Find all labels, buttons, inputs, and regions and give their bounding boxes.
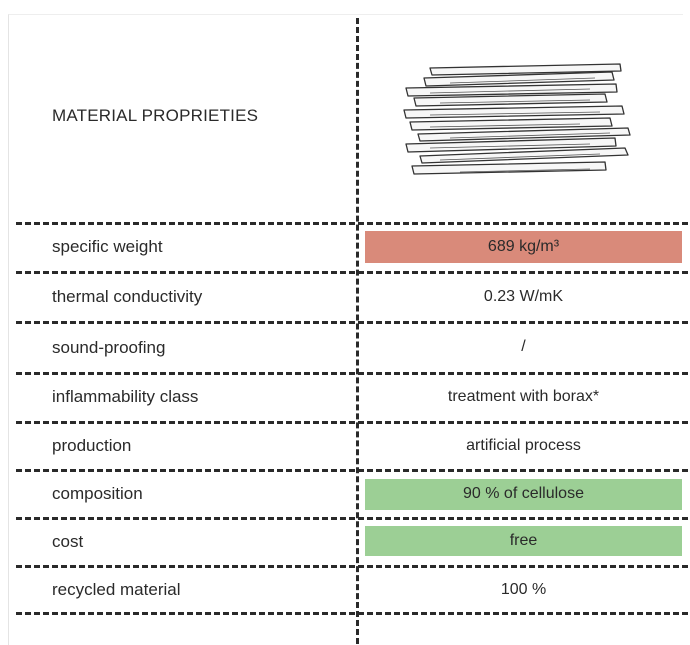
header-title: MATERIAL PROPRIETIES [52,106,259,125]
row-divider [16,517,688,520]
row-value-specific-weight: 689 kg/m³ [487,238,560,255]
row-label-inflammability-class: inflammability class [52,387,199,406]
row-label-sound-proofing: sound-proofing [52,338,166,357]
row-value-composition: 90 % of cellulose [463,485,584,502]
row-divider [16,321,688,324]
row-divider [16,469,688,472]
row-value-sound-proofing: / [521,338,526,355]
stacked-panels-icon [403,63,631,175]
row-label-thermal-conductivity: thermal conductivity [52,287,203,306]
row-label-cost: cost [52,532,84,551]
row-value-inflammability-class: treatment with borax* [447,388,600,405]
row-divider [16,612,688,615]
row-label-recycled-material: recycled material [52,580,181,599]
row-divider [16,271,688,274]
row-divider [16,421,688,424]
row-value-production: artificial process [466,437,581,454]
specific-weight-highlight [365,231,682,263]
cost-highlight [365,526,682,556]
sheet-frame [8,14,683,645]
row-label-specific-weight: specific weight [52,237,163,256]
row-value-thermal-conductivity: 0.23 W/mK [483,288,564,305]
row-divider [16,222,688,225]
row-label-production: production [52,436,132,455]
column-divider [356,18,359,644]
row-divider [16,565,688,568]
row-value-cost: free [509,532,538,549]
composition-highlight [365,479,682,510]
row-label-composition: composition [52,484,143,503]
row-divider [16,372,688,375]
row-value-recycled-material: 100 % [500,581,547,598]
